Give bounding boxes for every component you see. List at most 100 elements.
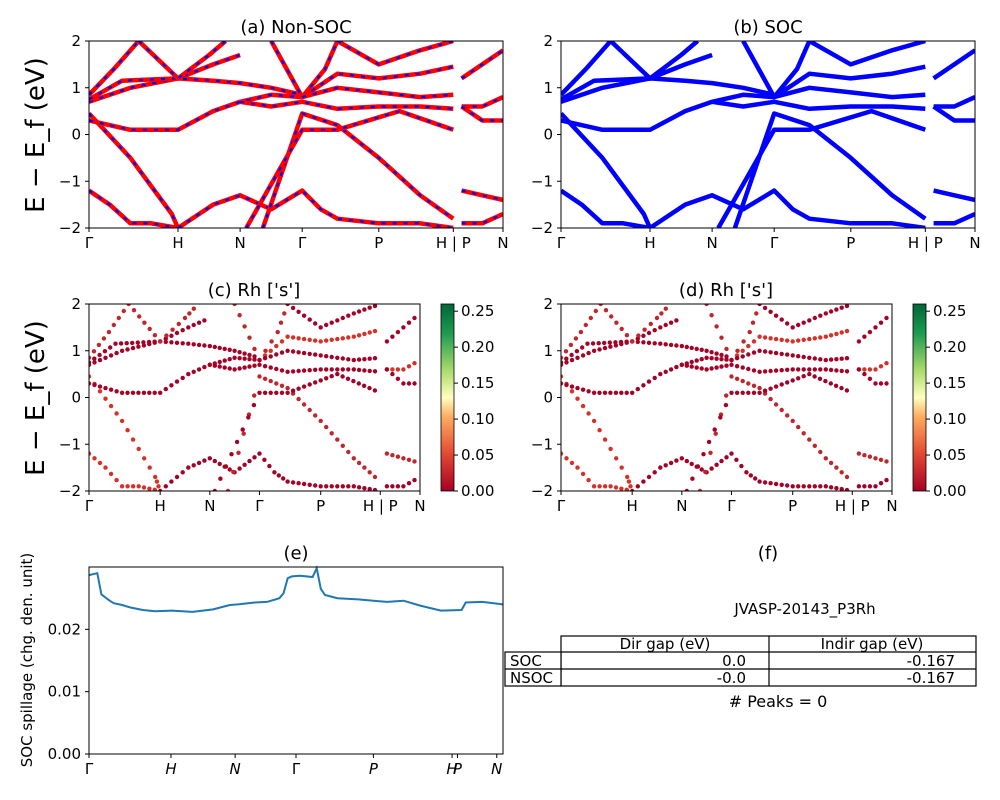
c-dot [412, 361, 417, 366]
d-dot [856, 484, 862, 489]
b-xtick-label: Γ [770, 234, 779, 252]
d-dot [823, 378, 828, 384]
a-band-overlay-16 [460, 105, 503, 122]
c-dot [351, 456, 356, 461]
d-dot [563, 349, 569, 354]
d-dot [674, 343, 679, 348]
d-dot [635, 386, 640, 392]
d-dot [714, 462, 719, 467]
c-dot [367, 356, 372, 361]
e-ytick-label: 0.02 [48, 620, 81, 638]
table-row-label-soc: SOC [510, 652, 542, 670]
d-dot [729, 357, 734, 363]
c-dot [324, 367, 329, 372]
c-dot [169, 340, 174, 345]
c-dot [356, 460, 362, 466]
d-dot [580, 387, 586, 392]
c-dot [186, 341, 191, 346]
c-dot [142, 320, 147, 325]
d-dot [768, 386, 773, 391]
c-dot [108, 403, 114, 409]
d-dot [618, 339, 624, 345]
d-dot [684, 363, 689, 368]
d-dot [801, 367, 806, 372]
c-dot [218, 476, 223, 481]
panel-d-rh-s: (d) Rh ['s'] −2 −1 0 1 2 Γ H N Γ P H | P N 0.00 0.05… [531, 280, 967, 515]
c-dot [108, 345, 113, 350]
colorbar-ticks-d: 0.00 0.05 0.10 0.15 0.20 0.25 [926, 302, 966, 500]
c-dot [406, 381, 412, 386]
d-dot [641, 479, 646, 484]
c-dot [263, 348, 268, 353]
d-dot [768, 350, 773, 355]
e-xtick-label: Γ [292, 760, 301, 778]
c-dot [130, 345, 136, 351]
c-dot [196, 342, 202, 348]
c-dot [274, 343, 279, 349]
d-dot [856, 367, 862, 372]
a-band-13 [244, 108, 455, 228]
d-dot [839, 486, 844, 491]
c-dot [106, 329, 112, 335]
c-dot [301, 350, 307, 356]
d-dot [828, 357, 834, 362]
d-dot [740, 390, 745, 395]
c-dot [351, 367, 356, 372]
c-dot [103, 396, 108, 401]
d-dot [734, 364, 740, 369]
d-dot [703, 469, 708, 475]
c-dot [108, 353, 114, 358]
d-dot [746, 352, 751, 357]
c-dot [232, 304, 237, 307]
table-cell-soc-dir: 0.0 [722, 652, 746, 670]
c-dot [92, 382, 97, 388]
c-dot [282, 311, 287, 316]
c-dot [390, 453, 395, 458]
c-dot [401, 367, 406, 372]
c-dot [125, 428, 130, 433]
c-dot [237, 466, 242, 471]
d-dot [724, 455, 729, 460]
c-dot [180, 470, 185, 475]
d-dot [564, 382, 569, 388]
c-dot [251, 402, 257, 408]
d-dot [585, 341, 590, 346]
b-ytick-label: 1 [543, 79, 553, 97]
d-dot [652, 328, 657, 333]
c-dot [217, 359, 222, 365]
d-dot [591, 348, 597, 353]
c-dot [217, 364, 222, 369]
d-dot [608, 344, 613, 349]
c-dot [372, 487, 378, 491]
c-dot [232, 355, 237, 360]
c-dot [296, 368, 301, 374]
d-dot [844, 474, 850, 480]
d-dot [801, 484, 806, 489]
panel-c-title: (c) Rh ['s'] [208, 280, 301, 301]
d-dot [839, 368, 844, 374]
d-dot [709, 313, 714, 318]
c-dot [296, 396, 301, 402]
c-dot [274, 381, 279, 386]
c-dot [163, 339, 168, 345]
c-dot [186, 465, 191, 470]
c-cbar-tick-label: 0.05 [461, 446, 494, 464]
c-dot [242, 351, 247, 356]
c-dot [390, 484, 395, 489]
d-dot [757, 304, 762, 307]
d-dot [718, 415, 723, 420]
c-dot [324, 424, 329, 430]
d-dot [625, 474, 630, 480]
c-dot [361, 383, 367, 388]
c-dot [252, 393, 257, 398]
d-dot [575, 396, 580, 401]
d-dot [723, 402, 729, 408]
c-dot [217, 461, 222, 467]
d-dot [779, 482, 784, 487]
c-dot [247, 335, 252, 340]
c-dot [147, 390, 152, 395]
c-dot [125, 347, 130, 352]
d-dot [646, 340, 652, 345]
d-dot [801, 374, 806, 379]
d-dot [619, 390, 624, 395]
